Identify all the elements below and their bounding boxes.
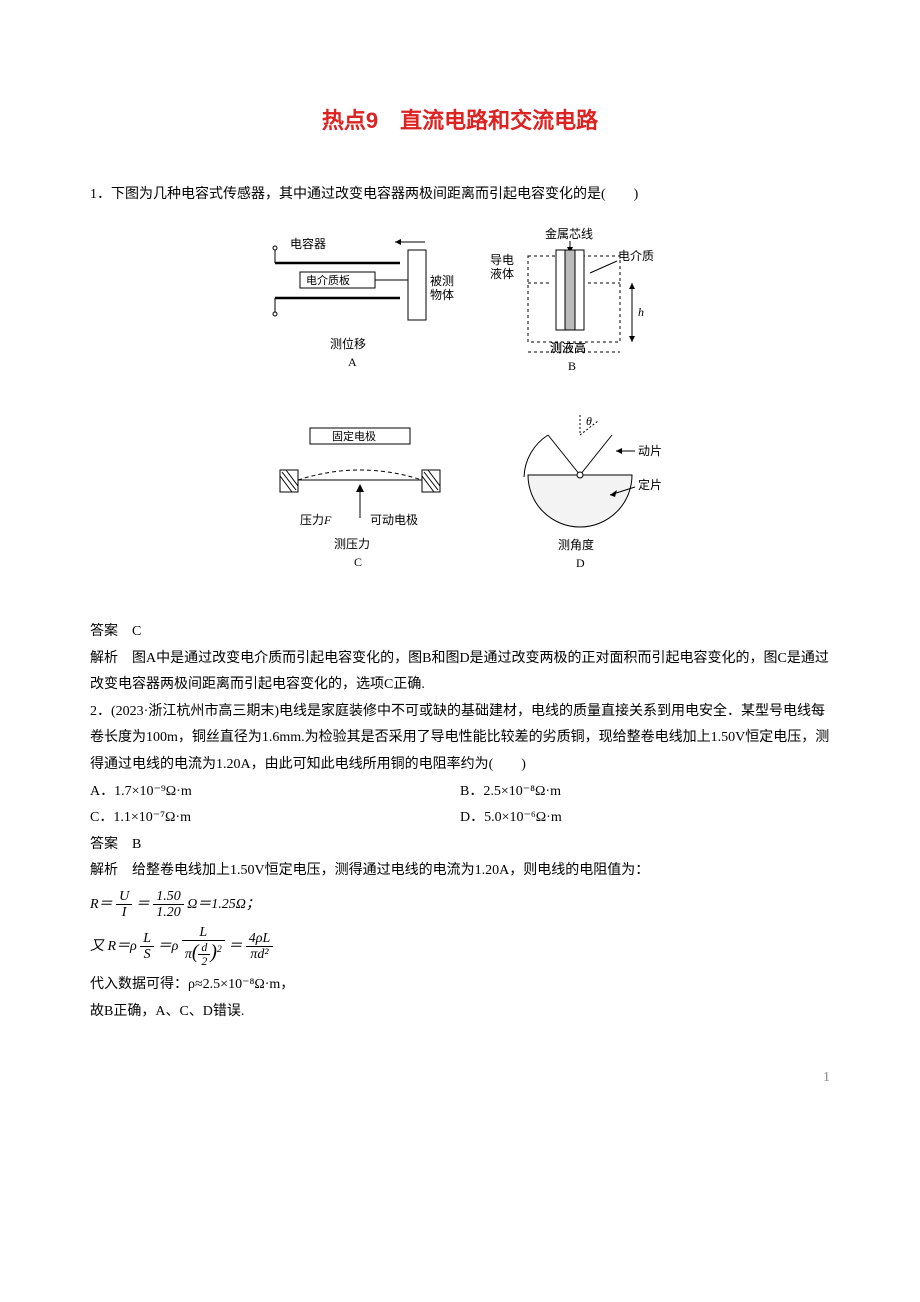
q2-stem: 2．(2023·浙江杭州市高三期末)电线是家庭装修中不可或缺的基础建材，电线的质… xyxy=(90,699,830,779)
q2-eqR: R＝ UI ＝ 1.501.20 Ω＝1.25Ω； xyxy=(90,889,830,921)
figC-fixed: 固定电极 xyxy=(332,429,376,443)
figD-name: 测角度 xyxy=(558,537,594,552)
q2-expl1: 解析 给整卷电线加上1.50V恒定电压，测得通过电线的电流为1.20A，则电线的… xyxy=(90,858,830,885)
q2-eqRho: 又 R＝ρ LS ＝ρ L π(d2)2 ＝ 4ρLπd² xyxy=(90,925,830,969)
q2-answer: 答案 B xyxy=(90,832,830,859)
q1-stem: 1．下图为几种电容式传感器，其中通过改变电容器两极间距离而引起电容变化的是( ) xyxy=(90,182,830,209)
page-number: 1 xyxy=(90,1065,830,1092)
figB-name2: 测液高 xyxy=(550,340,586,355)
figB-diel: 电介质 xyxy=(618,249,654,263)
figA-die: 电介质板 xyxy=(306,273,350,287)
figC-letter: C xyxy=(354,555,362,569)
figB-h: h xyxy=(638,305,644,319)
q1-explanation: 解析 图A中是通过改变电介质而引起电容变化的，图B和图D是通过改变两极的正对面积… xyxy=(90,646,830,699)
q2-expl2: 代入数据可得：ρ≈2.5×10⁻⁸Ω·m， xyxy=(90,972,830,999)
q2-expl3: 故B正确，A、C、D错误. xyxy=(90,999,830,1026)
q2-options: A．1.7×10⁻⁹Ω·m B．2.5×10⁻⁸Ω·m C．1.1×10⁻⁷Ω·… xyxy=(90,779,830,832)
q2-optD: D．5.0×10⁻⁶Ω·m xyxy=(460,805,830,832)
figA-name: 测位移 xyxy=(330,336,366,351)
q2-optA: A．1.7×10⁻⁹Ω·m xyxy=(90,779,460,806)
q1-answer: 答案 C xyxy=(90,619,830,646)
figA-letter: A xyxy=(348,355,357,369)
figD-letter: D xyxy=(576,556,585,570)
figC-name: 测压力 xyxy=(334,537,370,551)
figD-theta: θ xyxy=(586,414,592,428)
figD-moving: 动片 xyxy=(638,444,662,458)
figA-obj: 被测物体 xyxy=(430,274,454,302)
figB-letter: B xyxy=(568,359,576,373)
q2-optB: B．2.5×10⁻⁸Ω·m xyxy=(460,779,830,806)
page-title: 热点9 直流电路和交流电路 xyxy=(90,100,830,142)
q1-figures: 电容器 电介质板 被测物体 测位移 A 金属芯线 导电液体 电介质 xyxy=(90,220,830,601)
q2-optC: C．1.1×10⁻⁷Ω·m xyxy=(90,805,460,832)
figB-core: 金属芯线 xyxy=(545,226,593,241)
figB-liq: 导电液体 xyxy=(490,253,514,281)
figA-cap: 电容器 xyxy=(290,236,326,251)
figC-force: 压力F xyxy=(300,513,332,527)
figD-fixed: 定片 xyxy=(638,477,662,492)
figC-mov: 可动电极 xyxy=(370,513,418,527)
